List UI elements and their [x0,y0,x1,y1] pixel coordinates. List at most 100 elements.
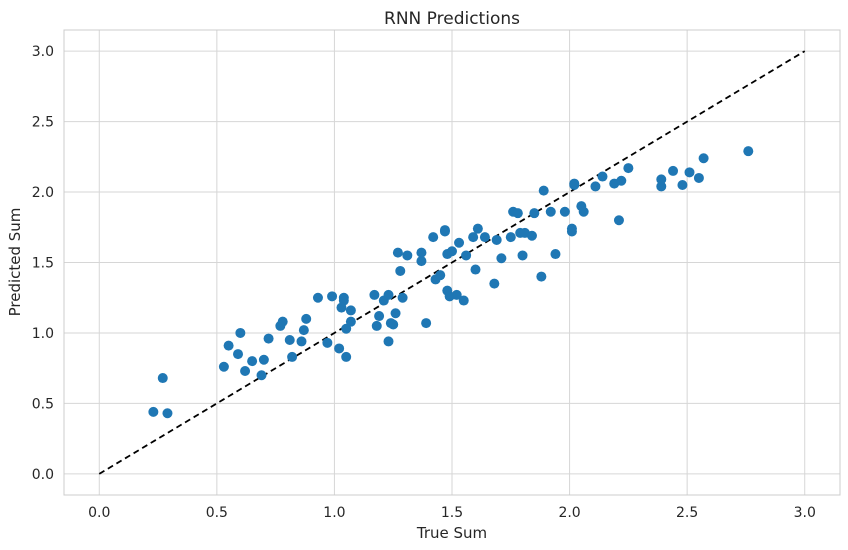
data-point [559,206,570,217]
data-point [458,295,469,306]
data-point [256,370,267,381]
data-point [301,313,312,324]
x-tick-label: 1.0 [323,505,345,521]
data-point [698,153,709,164]
data-point [383,336,394,347]
data-point [247,356,258,367]
data-point [496,253,507,264]
data-point [397,292,408,303]
data-point [536,271,547,282]
y-tick-label: 1.0 [32,326,54,342]
reference-line [98,50,806,475]
data-point [550,249,561,260]
y-tick-label: 3.0 [32,44,54,60]
chart-title: RNN Predictions [384,9,520,29]
data-point [327,291,338,302]
x-tick-label: 1.5 [441,505,463,521]
data-point [369,289,380,300]
reference-line-group [98,50,806,475]
data-point [421,318,432,329]
y-tick-label: 1.5 [32,256,54,272]
x-tick-label: 2.5 [676,505,698,521]
data-point [341,351,352,362]
data-point [656,174,667,185]
data-point [677,180,688,190]
data-point [439,225,450,236]
data-point [461,250,472,261]
data-point [668,165,679,176]
points-group [148,146,754,419]
data-point [468,232,479,243]
data-point [395,265,406,276]
data-point [383,289,394,300]
data-point [392,247,403,258]
data-point [529,208,540,219]
data-point [345,316,356,327]
x-tick-label: 2.0 [558,505,580,521]
data-point [623,163,634,174]
y-tick-label: 2.5 [32,115,54,131]
data-point [162,408,173,419]
data-point [590,181,601,192]
data-point [656,181,667,192]
data-point [341,323,352,334]
data-point [693,172,704,183]
y-axis-label: Predicted Sum [6,208,24,317]
data-point [157,373,168,384]
data-point [435,270,446,281]
data-point [322,337,333,348]
x-tick-labels: 0.0 0.5 1.0 1.5 2.0 2.5 3.0 [88,505,816,521]
data-point [298,325,309,336]
data-point [597,171,608,182]
data-point [258,354,269,365]
data-point [371,320,382,331]
data-point [538,185,549,196]
data-point [545,206,556,217]
data-point [402,250,413,261]
data-point [390,308,401,319]
x-axis-label: True Sum [416,524,487,542]
data-point [388,319,399,330]
data-point [223,340,234,351]
data-point [512,208,523,219]
data-point [613,215,624,226]
data-point [277,316,288,327]
y-tick-label: 2.0 [32,185,54,201]
x-tick-label: 0.5 [206,505,228,521]
y-tick-label: 0.5 [32,396,54,412]
data-point [334,343,345,354]
data-point [263,333,274,344]
data-point [287,351,298,362]
data-point [233,349,244,360]
data-point [148,406,159,417]
data-point [743,146,754,157]
data-point [526,230,537,241]
data-point [479,232,490,243]
y-tick-labels: 0.0 0.5 1.0 1.5 2.0 2.5 3.0 [32,44,54,483]
data-point [566,226,577,237]
data-point [505,232,516,243]
data-point [338,295,349,306]
data-point [296,336,307,347]
data-point [235,327,246,338]
plot-area [63,29,841,496]
x-tick-label: 3.0 [794,505,816,521]
data-point [240,366,251,376]
data-point [616,175,627,186]
data-point [451,289,462,300]
data-point [428,232,439,243]
data-point [416,256,427,267]
data-point [470,264,481,275]
data-point [489,278,500,289]
data-point [218,361,229,372]
data-point [447,246,457,257]
data-point [454,237,465,248]
x-tick-label: 0.0 [88,505,110,521]
y-tick-label: 0.0 [32,467,54,483]
data-point [284,335,295,345]
data-point [416,247,427,258]
data-point [472,223,483,234]
data-point [578,206,589,217]
data-point [345,305,356,316]
